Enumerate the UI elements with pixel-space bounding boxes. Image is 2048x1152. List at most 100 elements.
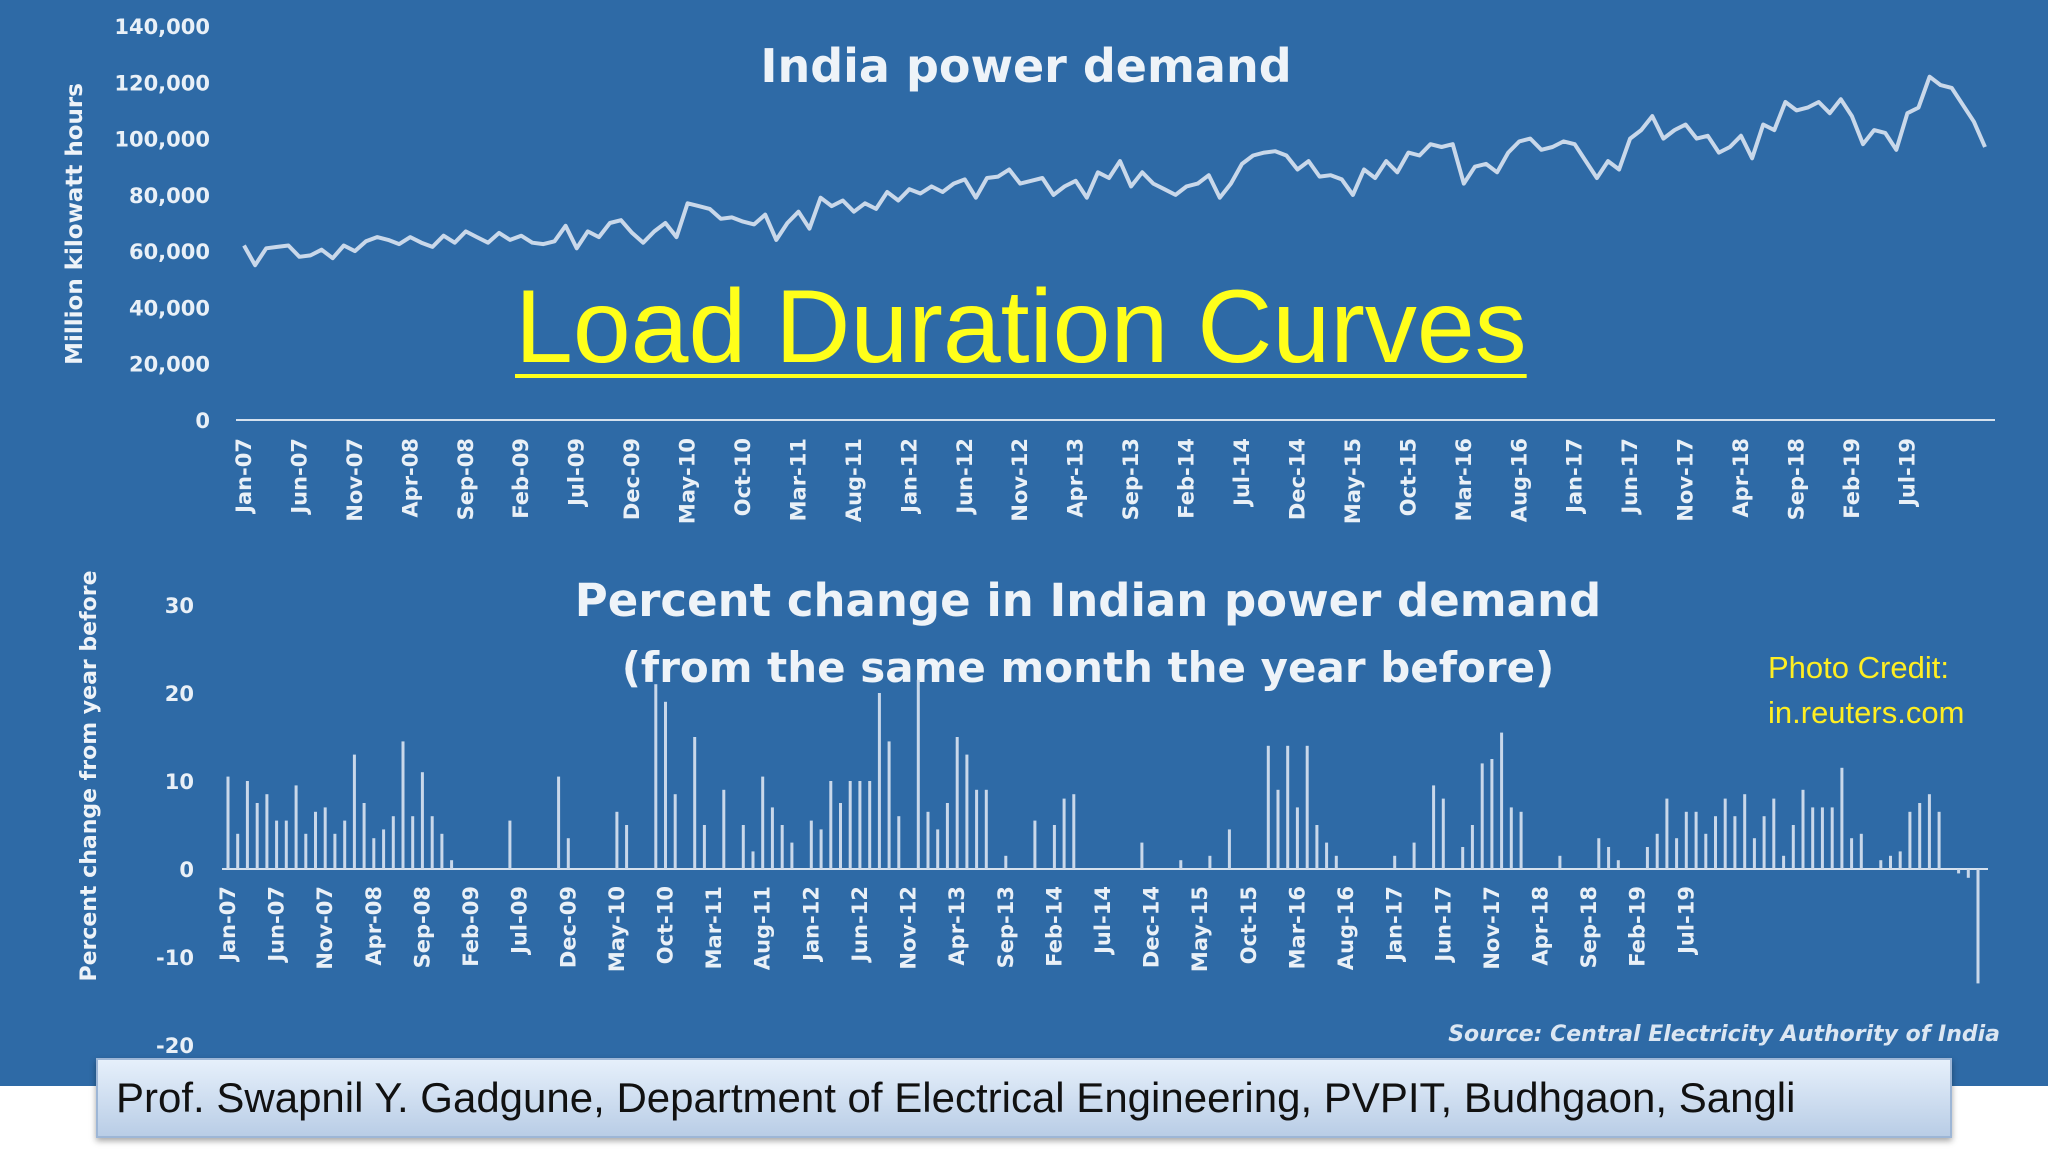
chart1-x-tick-label: Oct-15	[1396, 438, 1420, 516]
chart2-bar	[557, 776, 561, 869]
chart2-y-tick-label: -20	[156, 1034, 194, 1058]
chart2-bar	[362, 803, 366, 869]
chart1-x-tick-label: Feb-09	[509, 438, 533, 519]
chart2-bar	[1179, 860, 1183, 869]
chart2-bar	[1850, 838, 1854, 869]
chart2-bar	[1733, 816, 1737, 869]
chart2-bar	[664, 701, 667, 869]
chart2-bar	[780, 825, 784, 869]
chart2-bar	[284, 820, 288, 869]
chart2-x-tick-label: Sep-13	[994, 886, 1018, 968]
chart2-bar	[702, 825, 706, 869]
chart2-bar	[1820, 807, 1824, 869]
chart1-y-tick-label: 100,000	[114, 128, 210, 152]
chart1-x-tick-label: May-15	[1341, 438, 1365, 524]
chart2-bar	[1830, 807, 1834, 869]
chart1-x-tick-label: Sep-08	[454, 438, 478, 520]
chart2-bar	[858, 781, 862, 869]
chart2-bar	[741, 825, 745, 869]
chart2-x-tick-label: Dec-14	[1140, 886, 1164, 968]
chart2-bar	[819, 829, 823, 869]
chart2-x-tick-label: Nov-12	[897, 886, 921, 970]
chart2-y-axis-label: Percent change from year before	[77, 570, 102, 981]
chart2-x-tick-label: Jun-17	[1431, 886, 1455, 964]
chart2-x-tick-label: Jul-14	[1091, 886, 1115, 956]
chart2-bar	[1616, 860, 1620, 869]
chart2-x-tick-label: Aug-11	[751, 886, 775, 970]
chart1-x-tick-label: May-10	[676, 438, 700, 524]
chart2-bar	[323, 807, 327, 869]
chart2-bar	[1976, 869, 1980, 984]
chart2-y-tick-label: 20	[165, 682, 194, 706]
chart2-bar	[809, 820, 813, 869]
chart2-bar	[430, 816, 434, 869]
chart2-bar	[1052, 825, 1056, 869]
chart1-title: India power demand	[760, 39, 1291, 93]
chart2-bar	[1286, 745, 1290, 869]
chart1-x-tick-label: Apr-13	[1064, 438, 1088, 518]
chart2-bar	[1315, 825, 1319, 869]
chart2-bar	[965, 754, 969, 869]
chart1-y-axis-label: Million kilowatt hours	[62, 83, 88, 365]
chart2-x-tick-label: Nov-07	[313, 886, 337, 970]
chart1-x-tick-label: Jul-09	[565, 438, 589, 508]
chart2-bar	[343, 820, 347, 869]
chart2-bar	[761, 776, 765, 869]
chart1-demand-line	[242, 74, 1987, 268]
chart2-bar	[1441, 798, 1445, 869]
chart2-x-ticks: Jan-07 Jun-07 Nov-07 Apr-08 Sep-08 Feb-09 Jul-…	[216, 886, 1698, 972]
chart1-x-ticks: Jan-07 Jun-07 Nov-07 Apr-08 Sep-08 Feb-09 Jul-…	[232, 438, 1919, 524]
chart2-bar	[1432, 785, 1436, 869]
chart2-bar	[1723, 798, 1727, 869]
chart2-bar	[314, 811, 317, 869]
chart2-subtitle: (from the same month the year before)	[622, 643, 1555, 692]
chart2-bar	[382, 829, 386, 869]
chart2-bar	[1276, 789, 1280, 869]
chart2-bar	[1714, 816, 1717, 869]
chart1-x-tick-label: Nov-17	[1674, 438, 1698, 522]
chart2-bar	[625, 825, 629, 869]
chart1-x-tick-label: Aug-11	[842, 438, 866, 522]
chart1-x-tick-label: Mar-16	[1452, 438, 1476, 521]
chart2-bar	[1859, 833, 1863, 869]
chart2-bar	[1762, 816, 1766, 869]
chart2-bar	[1752, 838, 1756, 869]
chart2-bar	[1305, 745, 1309, 869]
chart2-bar	[897, 816, 901, 869]
chart1-y-tick-label: 40,000	[129, 296, 210, 320]
chart2-bar	[236, 833, 240, 869]
chart2-bar	[1004, 855, 1008, 869]
chart2-bar	[615, 811, 619, 869]
chart2-bar	[926, 811, 930, 869]
chart2-bar	[1782, 855, 1786, 869]
source-note: Source: Central Electricity Authority of…	[1448, 1022, 2000, 1047]
chart2-bar	[751, 851, 755, 869]
chart2-bar	[226, 776, 230, 869]
chart1-x-tick-label: Jan-12	[897, 438, 921, 515]
chart2-bar	[1461, 847, 1465, 869]
chart2-bar	[848, 781, 852, 869]
chart2-bar	[352, 754, 356, 869]
chart2-bar	[1072, 794, 1076, 869]
chart2-bar	[1918, 803, 1922, 869]
chart2-bar	[391, 816, 395, 869]
chart2-bar	[1801, 789, 1805, 869]
chart2-bar	[1879, 860, 1883, 869]
chart2-bar	[1295, 807, 1299, 869]
chart2-bar	[1743, 794, 1747, 869]
chart2-x-tick-label: Apr-13	[945, 886, 969, 966]
chart2-x-tick-label: Feb-14	[1042, 886, 1066, 967]
chart2-y-tick-label: 10	[165, 770, 194, 794]
chart2-title: Percent change in Indian power demand	[575, 574, 1602, 627]
chart2-bar	[1208, 855, 1212, 869]
footer-bar: Prof. Swapnil Y. Gadgune, Department of …	[96, 1058, 1952, 1138]
chart2-bar	[722, 789, 726, 869]
chart1-x-tick-label: Sep-18	[1784, 438, 1808, 520]
chart2-bar	[673, 794, 677, 869]
chart2-bar	[829, 781, 833, 869]
chart2-bar	[916, 679, 920, 869]
chart2-bar	[1927, 794, 1931, 869]
chart2-bar	[1558, 855, 1562, 869]
chart2-bar	[1675, 838, 1679, 869]
